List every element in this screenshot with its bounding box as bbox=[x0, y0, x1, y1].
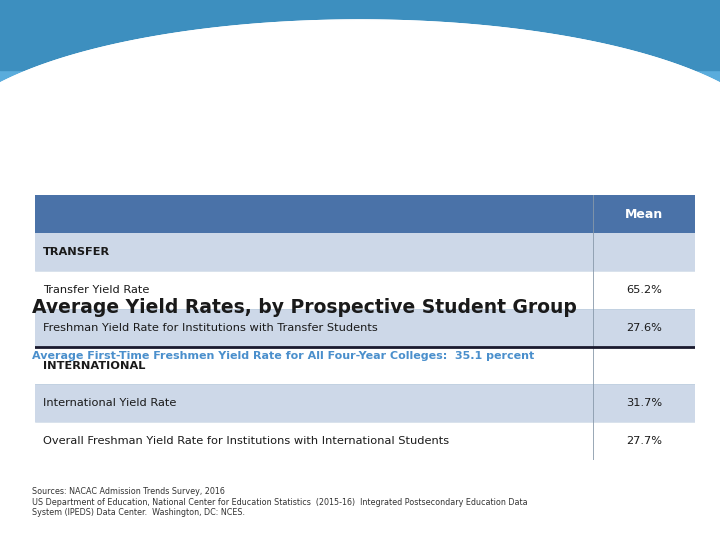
Polygon shape bbox=[0, 20, 720, 540]
Text: Transfer Yield Rate: Transfer Yield Rate bbox=[43, 285, 149, 295]
Text: 65.2%: 65.2% bbox=[626, 285, 662, 295]
Bar bbox=[35, 384, 695, 422]
Text: 31.7%: 31.7% bbox=[626, 399, 662, 408]
Polygon shape bbox=[0, 55, 720, 540]
Bar bbox=[35, 422, 695, 460]
Bar bbox=[35, 195, 695, 233]
Text: 27.6%: 27.6% bbox=[626, 323, 662, 333]
Text: 27.7%: 27.7% bbox=[626, 436, 662, 446]
Bar bbox=[35, 271, 695, 309]
Text: Overall Freshman Yield Rate for Institutions with International Students: Overall Freshman Yield Rate for Institut… bbox=[43, 436, 449, 446]
Bar bbox=[35, 233, 695, 271]
Text: Average Yield Rates, by Prospective Student Group: Average Yield Rates, by Prospective Stud… bbox=[32, 298, 577, 317]
Text: TRANSFER: TRANSFER bbox=[43, 247, 110, 257]
Polygon shape bbox=[0, 20, 720, 540]
Bar bbox=[35, 309, 695, 347]
Text: International Yield Rate: International Yield Rate bbox=[43, 399, 176, 408]
Text: Freshman Yield Rate for Institutions with Transfer Students: Freshman Yield Rate for Institutions wit… bbox=[43, 323, 378, 333]
Text: Sources: NACAC Admission Trends Survey, 2016
US Department of Education, Nationa: Sources: NACAC Admission Trends Survey, … bbox=[32, 487, 528, 517]
Text: Mean: Mean bbox=[625, 208, 663, 221]
Bar bbox=[35, 347, 695, 384]
Text: Average First-Time Freshmen Yield Rate for All Four-Year Colleges:  35.1 percent: Average First-Time Freshmen Yield Rate f… bbox=[32, 351, 535, 361]
Text: INTERNATIONAL: INTERNATIONAL bbox=[43, 361, 145, 370]
